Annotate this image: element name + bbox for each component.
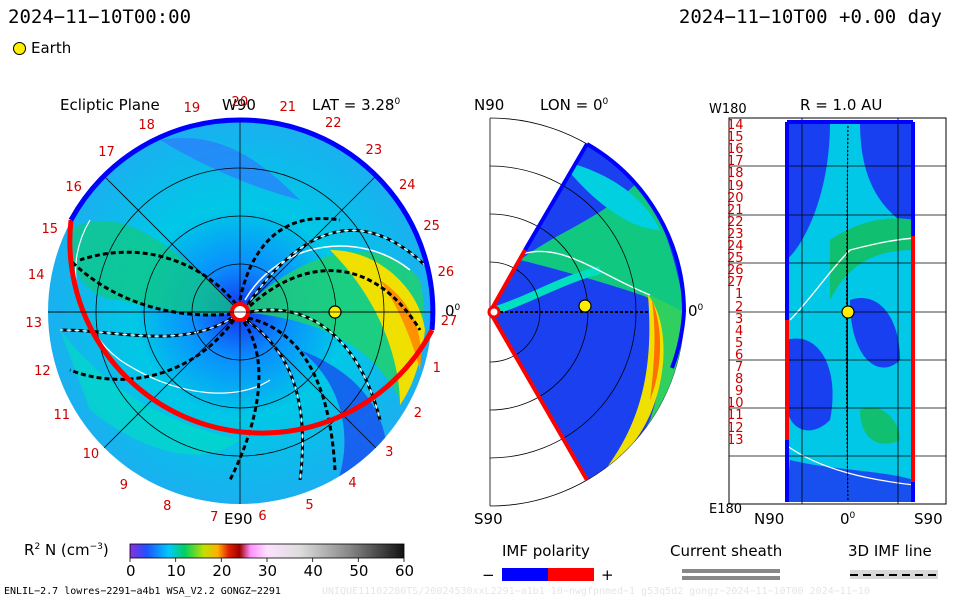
model-footer: ENLIL−2.7 lowres−2291−a4b1 WSA_V2.2 GONG… [4,586,281,597]
meridional-bottom-left: S90 [474,510,503,528]
rmap-title: R = 1.0 AU [800,96,883,114]
rmap-bottom-left: E180 [709,502,743,517]
carrington-tick-label: 25 [423,219,440,235]
colorbar-tick-label: 60 [395,562,415,580]
carrington-tick-label: 11 [53,408,71,424]
rmap-ytick-label: 11 [727,408,744,424]
imf-3d-line-title: 3D IMF line [848,542,932,560]
carrington-tick-label: 18 [138,117,155,133]
meridional-title: LON = 00 [540,96,609,114]
current-sheath-title: Current sheath [670,542,783,560]
carrington-tick-label: 6 [258,509,267,525]
earth-legend-icon [13,42,26,55]
meridional-top-left: N90 [474,96,505,114]
radial-map-panel [728,117,947,505]
meridional-right-label: 00 [688,302,704,320]
rmap-xtick-n90: N90 [754,510,785,528]
carrington-tick-label: 15 [41,221,58,237]
meridional-plane-panel [487,117,686,507]
rmap-ytick-label: 15 [727,130,744,146]
carrington-tick-label: 10 [82,446,100,462]
colorbar-tick-label: 20 [212,562,232,580]
carrington-tick-label: 14 [27,268,45,284]
earth-legend-label: Earth [31,39,72,57]
ecliptic-title: Ecliptic Plane [60,96,160,114]
rmap-ytick-label: 22 [727,214,744,230]
rmap-top-left: W180 [709,102,747,117]
carrington-tick-label: 26 [437,265,455,281]
rmap-ytick-label: 3 [735,311,744,327]
imf-negative-swatch [502,568,548,581]
carrington-tick-label: 22 [325,116,342,132]
imf-minus-label: − [482,566,495,584]
rmap-ytick-label: 21 [727,202,744,218]
rmap-ytick-label: 7 [735,360,744,375]
carrington-tick-label: 17 [98,144,115,160]
earth-marker-rmap [841,305,855,319]
earth-marker-meridional [578,299,592,313]
rmap-ytick-label: 24 [727,239,744,254]
ecliptic-lat-label: LAT = 3.280 [312,96,401,114]
rmap-ytick-label: 18 [727,166,744,182]
rmap-ytick-label: 8 [735,372,744,388]
rmap-xtick-s90: S90 [914,510,943,528]
rmap-ytick-label: 14 [727,118,744,133]
rmap-ytick-label: 13 [727,432,744,448]
carrington-tick-label: 24 [398,177,416,193]
carrington-tick-label: 23 [365,142,383,158]
carrington-tick-label: 27 [440,313,458,329]
rmap-ytick-label: 10 [727,396,744,412]
carrington-tick-label: 12 [34,363,51,379]
ecliptic-bottom-label: E90 [224,510,253,528]
right-time-label: 2024−11−10T00 +0.00 day [678,6,942,28]
ecliptic-top-label: W90 [222,96,256,114]
left-time-label: 2024−11−10T00:00 [8,6,192,28]
carrington-tick-label: 3 [385,444,394,460]
rmap-ytick-label: 23 [727,226,744,242]
rmap-ytick-label: 6 [735,347,744,363]
imf-positive-swatch [548,568,594,581]
rmap-ytick-label: 12 [727,420,744,436]
density-colorbar [129,543,405,559]
carrington-tick-label: 4 [348,476,357,492]
carrington-tick-label: 9 [119,477,129,493]
carrington-tick-label: 20 [231,95,249,110]
imf-plus-label: + [601,566,614,584]
carrington-tick-label: 5 [305,498,314,514]
colorbar-tick-label: 0 [126,562,136,580]
rmap-ytick-label: 4 [735,323,744,339]
rmap-ytick-label: 9 [735,384,744,400]
rmap-ytick-label: 19 [727,178,744,194]
carrington-tick-label: 8 [163,498,172,514]
ecliptic-right-label: 00 [445,302,461,320]
rmap-ytick-label: 20 [727,190,744,206]
ecliptic-plane-panel [48,117,436,504]
rmap-ytick-label: 26 [727,263,744,279]
rmap-ytick-label: 1 [735,287,744,303]
rmap-ytick-label: 16 [727,142,744,158]
colorbar-tick-label: 40 [303,562,323,580]
rmap-xtick-0: 00 [840,510,856,528]
rmap-ytick-label: 5 [735,335,744,351]
carrington-tick-label: 2 [413,405,423,421]
run-id-footer: UNIQUE11102280TS/20024530xxL2291−a1b1 10… [322,586,870,597]
carrington-tick-label: 19 [183,100,201,116]
carrington-tick-label: 7 [210,509,219,525]
carrington-tick-label: 13 [25,316,42,332]
rmap-ytick-label: 25 [727,251,744,267]
colorbar-tick-label: 10 [166,562,186,580]
rmap-ytick-label: 2 [735,299,744,315]
carrington-tick-label: 16 [65,179,82,195]
colorbar-tick-label: 50 [349,562,369,580]
imf-polarity-title: IMF polarity [502,542,590,560]
current-sheath-swatch [682,569,780,573]
colorbar-tick-label: 30 [258,562,278,580]
carrington-tick-label: 1 [432,361,441,377]
carrington-tick-label: 21 [279,100,297,116]
rmap-ytick-label: 17 [727,154,744,170]
colorbar-label: R2 N (cm−3) [24,541,109,559]
rmap-ytick-label: 27 [727,275,744,291]
